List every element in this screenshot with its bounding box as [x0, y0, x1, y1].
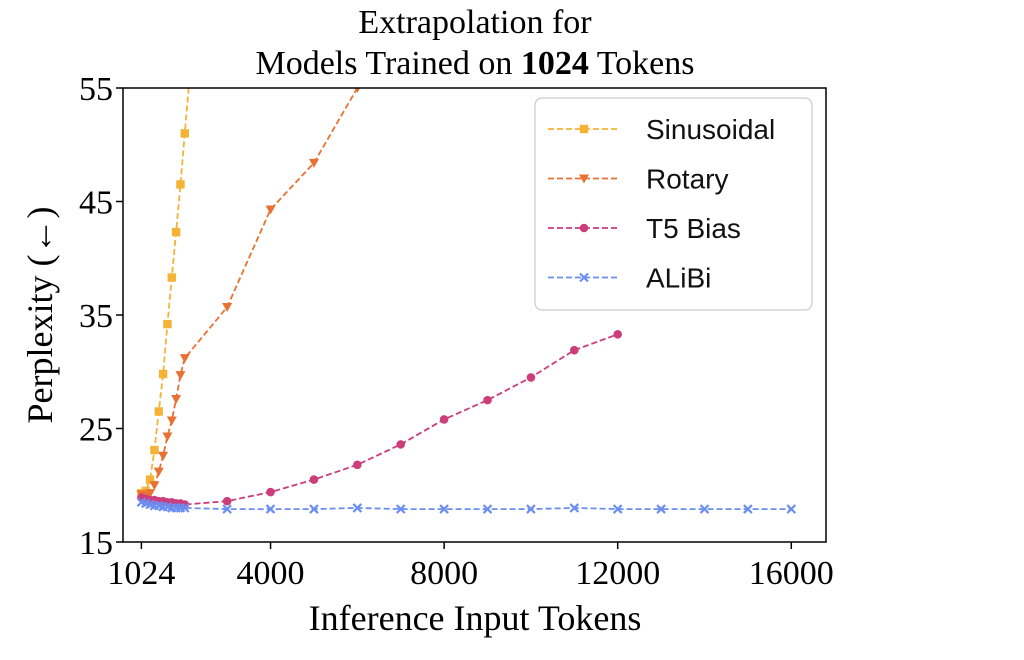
- data-point: [354, 88, 361, 93]
- chart-title-line2: Models Trained on 1024 Tokens: [255, 45, 694, 82]
- data-point: [222, 303, 233, 313]
- data-point: [158, 451, 169, 461]
- data-point: [526, 373, 536, 382]
- data-point: [175, 371, 186, 381]
- legend: Sinusoidal Rotary T5 Bias ALiBi: [534, 97, 813, 311]
- series-line: [141, 333, 619, 506]
- legend-marker: [579, 272, 589, 283]
- y-tick-label-2: 35: [79, 298, 113, 335]
- data-point: [526, 504, 536, 514]
- legend-label: T5 Bias: [646, 213, 741, 244]
- y-tick-label-0: 15: [79, 525, 113, 562]
- data-point: [352, 503, 363, 513]
- data-point: [613, 329, 623, 339]
- data-point: [612, 504, 623, 514]
- data-point: [570, 345, 579, 355]
- data-point: [743, 504, 753, 514]
- x-tick-label-3: 12000: [575, 555, 660, 592]
- data-point: [163, 319, 172, 329]
- x-tick-label-4: 16000: [749, 555, 834, 592]
- legend-marker: [579, 124, 589, 134]
- legend-item-sinusoidal: Sinusoidal: [548, 114, 775, 145]
- data-point: [308, 158, 319, 168]
- data-point: [699, 504, 710, 514]
- data-point: [482, 504, 493, 514]
- data-point: [176, 180, 185, 189]
- data-point: [569, 503, 580, 513]
- data-point: [265, 504, 276, 514]
- chart-title-prefix: Models Trained on: [255, 45, 520, 82]
- legend-marker: [579, 223, 589, 233]
- data-point: [180, 503, 190, 513]
- legend-box: [534, 97, 813, 311]
- data-point: [158, 369, 168, 379]
- legend-marker: [579, 174, 589, 184]
- legend-item-t5-bias: T5 Bias: [548, 213, 741, 244]
- series-t5-bias: [137, 329, 623, 509]
- y-tick-label-4: 55: [79, 71, 113, 108]
- data-point: [222, 496, 232, 506]
- data-point: [145, 475, 155, 484]
- chart-title-suffix: Tokens: [589, 45, 695, 82]
- series-rotary: [136, 88, 361, 502]
- data-point: [185, 78, 193, 86]
- data-point: [439, 504, 449, 514]
- chart-title-line1: Extrapolation for: [358, 4, 592, 41]
- series-layer: [136, 4, 797, 514]
- chart-title-bold: 1024: [521, 45, 589, 82]
- data-point: [149, 481, 160, 491]
- x-tick-label-1: 4000: [237, 555, 305, 592]
- series-line: [141, 501, 792, 510]
- data-point: [353, 460, 362, 470]
- legend-label: ALiBi: [646, 263, 711, 294]
- data-point: [266, 487, 275, 497]
- data-point: [180, 129, 189, 138]
- series-line: [140, 88, 190, 494]
- x-axis-label: Inference Input Tokens: [309, 598, 642, 638]
- legend-item-rotary: Rotary: [548, 164, 728, 195]
- data-point: [171, 394, 182, 404]
- y-tick-label-3: 45: [79, 185, 113, 222]
- data-point: [171, 227, 181, 237]
- data-point: [179, 354, 190, 364]
- data-point: [656, 504, 666, 514]
- data-point: [309, 475, 319, 484]
- legend-label: Sinusoidal: [646, 114, 775, 145]
- data-point: [786, 504, 797, 514]
- legend-label: Rotary: [646, 164, 728, 195]
- data-point: [145, 489, 156, 499]
- data-point: [395, 504, 406, 514]
- y-tick-label-1: 25: [79, 412, 113, 449]
- data-point: [166, 416, 177, 426]
- legend-item-alibi: ALiBi: [548, 263, 711, 294]
- data-point: [483, 395, 492, 405]
- x-tick-label-2: 8000: [410, 555, 478, 592]
- data-point: [396, 440, 406, 449]
- data-point: [439, 415, 449, 424]
- data-point: [309, 504, 319, 514]
- data-point: [162, 432, 173, 442]
- data-point: [167, 273, 176, 282]
- data-point: [222, 504, 232, 514]
- y-axis: 15 25 35 45 55: [79, 71, 123, 562]
- y-axis-label: Perplexity (←): [20, 207, 60, 424]
- data-point: [154, 407, 163, 416]
- data-point: [190, 4, 198, 12]
- series-line: [140, 88, 359, 498]
- data-point: [150, 445, 159, 455]
- series-sinusoidal: [137, 4, 198, 498]
- x-axis: 1024 4000 8000 12000 16000: [107, 542, 834, 592]
- data-point: [265, 205, 276, 215]
- data-point: [153, 467, 164, 477]
- x-tick-label-0: 1024: [107, 555, 175, 592]
- series-alibi: [136, 497, 797, 514]
